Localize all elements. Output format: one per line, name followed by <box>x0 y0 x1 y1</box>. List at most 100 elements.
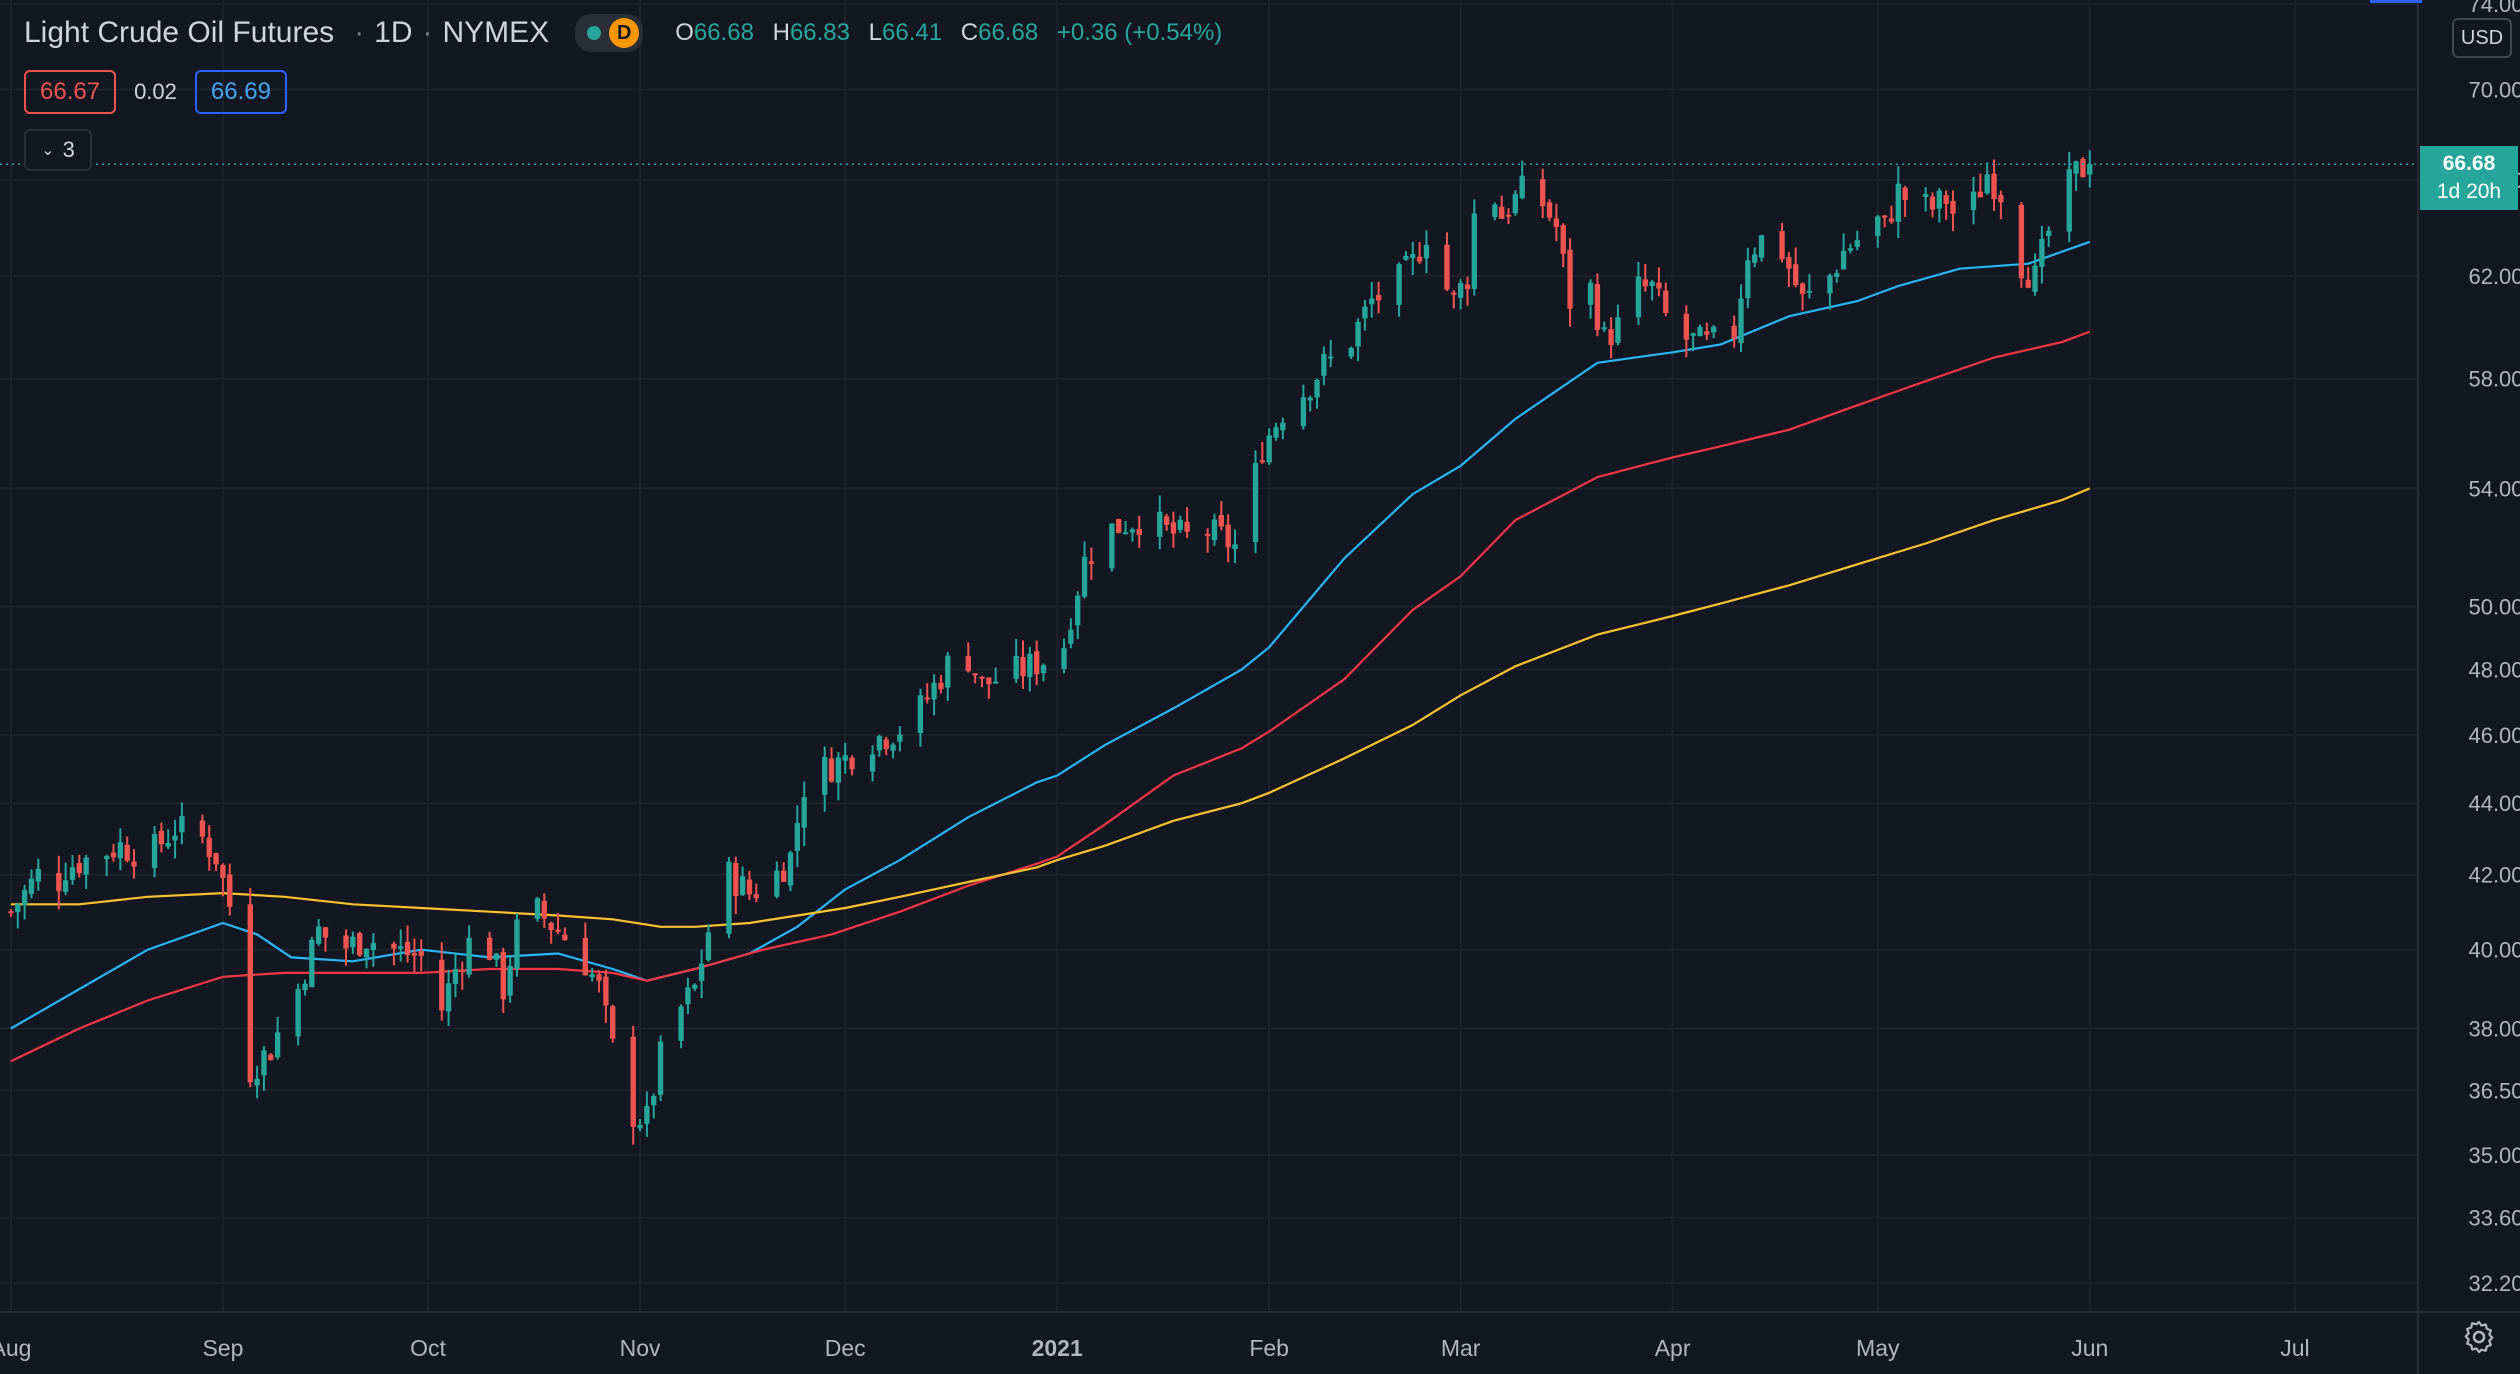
candle-body <box>1273 427 1279 438</box>
price-tick-label: 44.00 <box>2468 791 2520 816</box>
candle-body <box>890 744 896 751</box>
candle-body <box>227 874 233 907</box>
candle <box>1540 168 1546 219</box>
candle <box>1567 238 1573 327</box>
candle <box>124 836 130 863</box>
candle-body <box>1642 279 1648 287</box>
candle-body <box>562 934 568 941</box>
candle-body <box>110 852 117 858</box>
last-price-label: 66.68 1d 20h <box>2420 146 2518 211</box>
candle <box>1471 199 1477 296</box>
candle <box>1122 521 1129 535</box>
candle <box>1416 242 1423 265</box>
candle <box>295 983 301 1046</box>
candle <box>1690 332 1696 352</box>
bid-price[interactable]: 66.67 <box>24 70 117 114</box>
ask-price[interactable]: 66.69 <box>194 70 287 114</box>
candle <box>1758 234 1765 262</box>
candle-body <box>1034 651 1040 675</box>
candle-body <box>534 898 541 919</box>
candle <box>1902 185 1908 218</box>
candle <box>315 918 322 946</box>
currency-button[interactable]: USD <box>2452 18 2512 58</box>
candle <box>1649 279 1655 301</box>
candle-body <box>1163 516 1170 525</box>
price-tick-label: 33.60 <box>2468 1206 2520 1231</box>
delayed-data-badge[interactable]: D <box>609 18 640 48</box>
candle-body <box>1396 264 1402 305</box>
candle <box>1328 339 1334 368</box>
candle <box>69 855 76 886</box>
candle <box>1827 273 1833 310</box>
candle-body <box>1013 655 1019 679</box>
candle-body <box>391 943 397 949</box>
candle <box>739 866 746 896</box>
candle-body <box>1745 260 1751 299</box>
candle <box>2073 160 2079 192</box>
candle <box>1451 290 1457 309</box>
time-tick-label: 2021 <box>1032 1335 1083 1361</box>
candle <box>1594 273 1601 337</box>
candle <box>1423 230 1430 274</box>
candle-body <box>268 1054 274 1061</box>
candle-body <box>445 983 452 1012</box>
candle-body <box>1321 353 1327 376</box>
candle-body <box>1471 213 1477 289</box>
candle <box>179 802 185 845</box>
moving-average-line <box>10 240 2091 1030</box>
candle <box>644 1091 650 1137</box>
candle <box>261 1046 267 1091</box>
gear-icon[interactable] <box>2460 1318 2498 1356</box>
indicators-toggle-button[interactable]: ⌄ 3 <box>24 129 92 171</box>
candle-body <box>315 926 322 944</box>
market-status-badge[interactable]: D <box>575 14 644 52</box>
candle-body <box>801 797 807 828</box>
candle <box>1157 495 1163 550</box>
candle-body <box>979 676 985 679</box>
candle-body <box>309 939 315 988</box>
symbol-legend[interactable]: Light Crude Oil Futures · 1D · NYMEX D O… <box>24 14 1234 52</box>
candle-body <box>486 937 493 960</box>
candle <box>630 1025 636 1145</box>
candle <box>1991 159 1997 211</box>
interval-label[interactable]: 1D <box>374 16 413 49</box>
candle <box>131 849 137 879</box>
candle-body <box>357 933 363 956</box>
candle <box>1505 208 1512 225</box>
candle <box>1840 233 1847 270</box>
candle-body <box>2039 239 2045 267</box>
candle <box>1362 300 1368 331</box>
candle <box>794 805 801 868</box>
time-tick-label: Oct <box>410 1335 446 1361</box>
candle <box>1375 281 1382 314</box>
open-label: O <box>675 19 694 46</box>
candle-body <box>117 842 124 859</box>
candle-body <box>1922 194 1929 197</box>
candle <box>1929 192 1936 218</box>
candle-body <box>206 837 212 858</box>
candle-body <box>869 754 876 772</box>
candle <box>507 954 513 1003</box>
candle-body <box>897 734 903 742</box>
candle-body <box>678 1006 684 1041</box>
bid-ask-panel: 66.67 0.02 66.69 <box>24 70 287 114</box>
candle <box>917 688 924 747</box>
symbol-name[interactable]: Light Crude Oil Futures <box>24 16 335 49</box>
candle-body <box>780 870 787 882</box>
candle-body <box>1649 281 1655 286</box>
candle-body <box>295 988 301 1037</box>
candle <box>753 883 759 903</box>
candle-body <box>1499 206 1505 219</box>
candle <box>1519 160 1525 200</box>
candle-body <box>1492 204 1498 217</box>
candle-body <box>83 857 89 875</box>
candle-body <box>651 1095 657 1106</box>
candle <box>357 931 363 957</box>
candle-body <box>705 932 712 961</box>
candle-body <box>1348 347 1354 357</box>
candle-body <box>698 963 705 981</box>
candle-body <box>1847 248 1854 251</box>
candle <box>2066 151 2072 243</box>
